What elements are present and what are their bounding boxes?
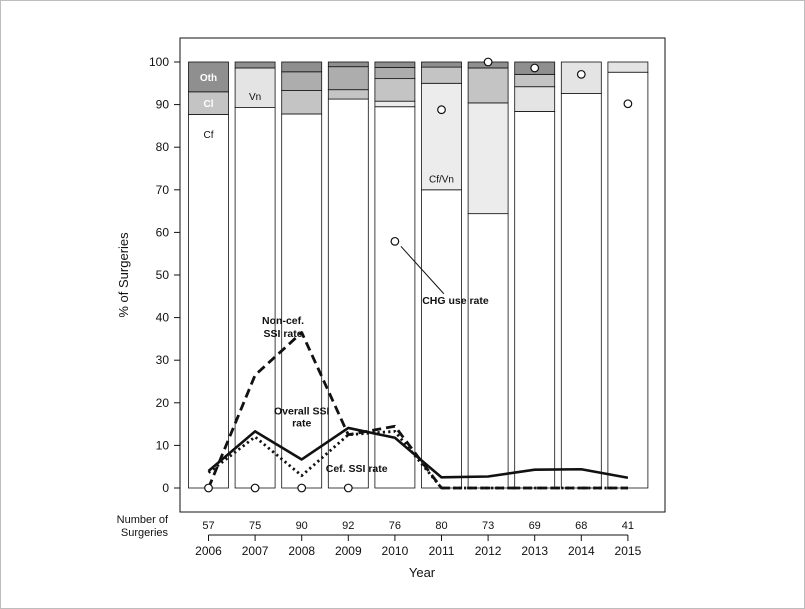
bar-segment-misc <box>281 71 323 91</box>
y-tick-label: 80 <box>156 140 170 154</box>
surgery-count: 73 <box>482 520 494 532</box>
surgery-counts: 57 75 90 92 76 80 73 69 68 41 Number of Surgeries <box>117 514 634 539</box>
y-tick-label: 10 <box>156 438 170 452</box>
surgery-count: 68 <box>575 520 587 532</box>
bar-segment-cl <box>281 90 323 115</box>
chg-use-markers <box>204 57 633 493</box>
chg-use-marker <box>437 105 446 115</box>
surgery-count: 80 <box>435 520 447 532</box>
annotation-label: CHG use rate <box>422 295 489 307</box>
segment-labels: Oth Cl Cf Vn Cf/Vn <box>200 73 454 186</box>
chg-use-marker <box>530 63 540 73</box>
bar-segment-oth <box>281 61 323 73</box>
annotation-label: Overall SSI <box>274 405 330 417</box>
x-axis-title: Year <box>409 565 436 580</box>
chg-use-marker <box>343 483 353 493</box>
bar-segment-oth <box>234 61 276 69</box>
annotation-label: Non-cef. <box>262 315 304 327</box>
x-tick-label: 2007 <box>242 544 269 558</box>
bar-segment-oth <box>374 61 416 68</box>
surgery-count: 75 <box>249 520 261 532</box>
chg-use-marker <box>390 236 400 246</box>
bar-segment-cf-vn <box>374 100 416 108</box>
bars <box>188 61 649 489</box>
y-axis: 0 10 20 30 40 50 60 70 80 90 100 <box>149 55 180 495</box>
y-tick-label: 20 <box>156 396 170 410</box>
bar-segment-misc <box>327 66 369 91</box>
surgery-count: 57 <box>202 520 214 532</box>
segment-label: Oth <box>200 73 217 84</box>
x-tick-label: 2011 <box>429 544 455 558</box>
surgery-count: 92 <box>342 520 354 532</box>
y-axis-title: % of Surgeries <box>116 232 131 318</box>
lines <box>207 331 629 490</box>
surgery-count: 90 <box>296 520 308 532</box>
y-tick-label: 60 <box>156 225 170 239</box>
segment-label: Cf <box>204 130 214 141</box>
bar-segment-cf <box>374 106 416 489</box>
bar-segment-cf-vn <box>467 102 509 215</box>
x-tick-label: 2014 <box>568 544 595 558</box>
chg-use-marker <box>297 483 307 493</box>
number-of-surgeries-label: Number of Surgeries <box>117 514 169 539</box>
segment-label: Cf/Vn <box>429 175 454 186</box>
bar-segment-cf <box>467 213 509 489</box>
bar-segment-cf <box>560 93 602 489</box>
surgery-count: 69 <box>529 520 541 532</box>
y-tick-label: 30 <box>156 353 170 367</box>
bar-segment-cl <box>374 78 416 102</box>
bar-segment-cl <box>421 66 462 84</box>
x-tick-label: 2008 <box>288 544 315 558</box>
surgery-count: 76 <box>389 520 401 532</box>
x-tick-label: 2012 <box>475 544 502 558</box>
bar-segment-cf <box>421 189 462 489</box>
bar-segment-cf <box>281 113 323 489</box>
segment-label: Cl <box>204 99 214 110</box>
x-tick-label: 2009 <box>335 544 362 558</box>
surgery-count: 41 <box>622 520 634 532</box>
chg-use-marker <box>483 57 493 67</box>
y-tick-label: 90 <box>156 98 170 112</box>
annotation-label: Cef. SSI rate <box>326 463 388 475</box>
x-tick-label: 2015 <box>615 544 642 558</box>
y-tick-label: 50 <box>156 268 170 282</box>
bar-segment-cl <box>514 73 556 88</box>
annotation-label: SSI rate <box>264 328 303 340</box>
bar-segment-oth <box>327 61 369 68</box>
bar-segment-oth <box>421 61 462 68</box>
segment-label: Vn <box>249 92 261 103</box>
chg-use-marker <box>576 69 586 79</box>
bar-segment-oth <box>188 61 229 93</box>
bar-segment-cl <box>327 89 369 100</box>
x-tick-label: 2010 <box>382 544 409 558</box>
bar-segment-vn <box>514 86 556 112</box>
chg-leader-line <box>400 246 445 295</box>
bar-segment-cf-vn <box>421 82 462 191</box>
bar-segment-cf <box>514 111 556 489</box>
bar-segment-misc <box>374 67 416 80</box>
y-tick-label: 0 <box>162 481 169 495</box>
y-tick-label: 70 <box>156 183 170 197</box>
chg-use-marker <box>250 483 260 493</box>
x-tick-label: 2006 <box>195 544 222 558</box>
bar-segment-cl <box>467 67 509 104</box>
chg-use-marker <box>623 99 633 109</box>
bar-segment-vn <box>607 61 649 73</box>
y-tick-label: 100 <box>149 55 169 69</box>
annotation-label: rate <box>292 418 311 430</box>
x-tick-label: 2013 <box>521 544 548 558</box>
bar-segment-cf <box>607 71 649 489</box>
y-tick-label: 40 <box>156 311 170 325</box>
bar-segment-cf <box>188 113 229 489</box>
line-noncef <box>207 331 628 490</box>
x-axis: 2006 2007 2008 2009 2010 2011 2012 2013 2014 2015 <box>195 534 642 558</box>
bar-segment-vn <box>234 67 276 108</box>
chg-use-marker <box>204 483 213 493</box>
